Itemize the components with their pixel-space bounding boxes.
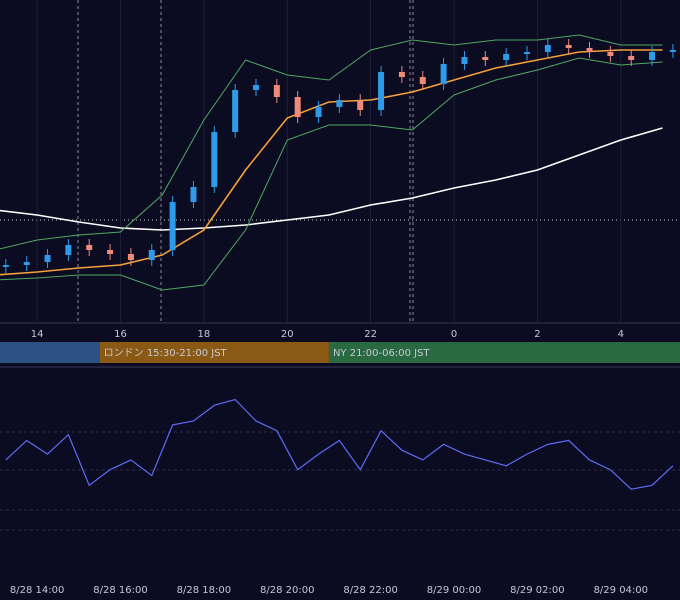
session-band	[0, 342, 100, 363]
x-tick-label: 8/29 02:00	[510, 585, 564, 596]
candle-body	[315, 107, 322, 117]
candle-body	[565, 45, 572, 48]
candle-body	[669, 50, 676, 52]
candle-body	[23, 262, 30, 265]
x-tick-label: 0	[451, 329, 457, 340]
oscillator-line	[5, 398, 674, 490]
candle-body	[211, 132, 218, 187]
session-label: ロンドン 15:30-21:00 JST	[104, 348, 228, 359]
x-tick-label: 14	[31, 329, 44, 340]
session-band	[328, 342, 680, 363]
x-tick-label: 18	[198, 329, 211, 340]
candle-body	[252, 85, 259, 90]
x-tick-label: 8/29 00:00	[427, 585, 481, 596]
x-tick-label: 22	[364, 329, 377, 340]
candle-body	[503, 54, 510, 60]
candle-body	[107, 250, 114, 254]
candle-body	[607, 52, 614, 56]
candle-body	[628, 56, 635, 60]
session-band	[99, 342, 329, 363]
x-tick-label: 16	[114, 329, 127, 340]
candle-body	[273, 85, 280, 97]
candle-body	[65, 245, 72, 255]
candle-body	[232, 90, 239, 132]
x-tick-label: 20	[281, 329, 294, 340]
candle-body	[169, 202, 176, 250]
candle-body	[398, 72, 405, 77]
candle-body	[378, 72, 385, 110]
session-label: NY 21:00-06:00 JST	[333, 348, 430, 359]
ma-line	[0, 57, 663, 291]
ma-line	[0, 34, 663, 250]
candle-body	[2, 265, 9, 267]
candle-body	[148, 250, 155, 260]
candle-body	[294, 97, 301, 117]
x-tick-label: 8/28 20:00	[260, 585, 314, 596]
candle-body	[190, 187, 197, 202]
candle-body	[127, 254, 134, 260]
x-tick-label: 8/28 14:00	[10, 585, 64, 596]
candle-body	[419, 77, 426, 84]
x-tick-label: 4	[618, 329, 624, 340]
candle-body	[544, 45, 551, 52]
x-tick-label: 8/28 18:00	[177, 585, 231, 596]
candle-body	[440, 64, 447, 84]
x-tick-label: 8/28 22:00	[343, 585, 397, 596]
ma-line	[0, 127, 663, 231]
candle-body	[649, 52, 656, 60]
candle-body	[482, 57, 489, 60]
candle-body	[336, 100, 343, 107]
x-tick-label: 2	[534, 329, 540, 340]
candle-body	[86, 245, 93, 250]
candle-body	[357, 100, 364, 110]
candle-body	[461, 57, 468, 64]
ma-line	[0, 49, 663, 276]
candle-body	[586, 48, 593, 52]
x-tick-label: 8/28 16:00	[93, 585, 147, 596]
candle-body	[44, 255, 51, 262]
x-tick-label: 8/29 04:00	[594, 585, 648, 596]
candle-body	[523, 52, 530, 54]
